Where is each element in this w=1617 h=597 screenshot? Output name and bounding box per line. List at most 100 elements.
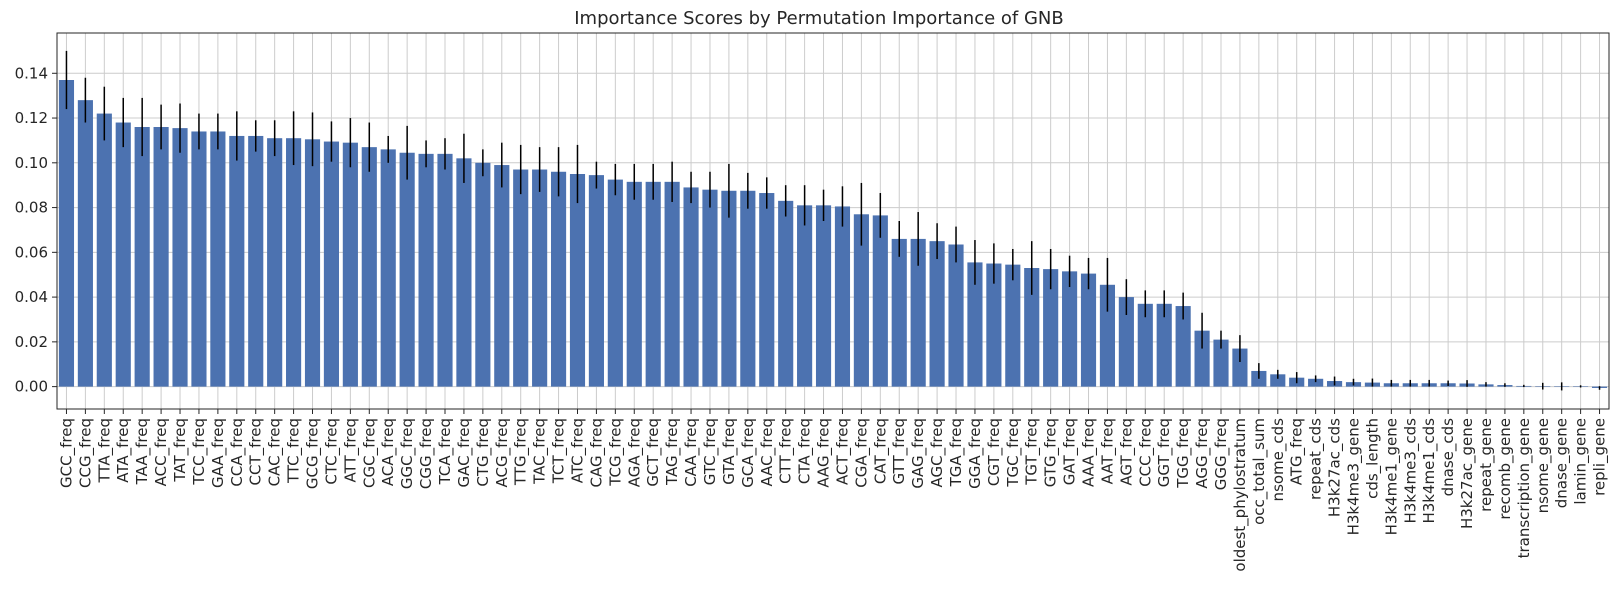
x-tick-label: CGA_freq [852,418,871,488]
x-tick-label: ACC_freq [152,418,171,486]
bar [664,181,680,387]
bar [437,153,453,387]
x-tick-label: repeat_cds [1307,418,1326,500]
x-tick-label: GTG_freq [1042,418,1061,487]
bar [967,262,983,387]
bar [1005,264,1021,387]
bars [58,80,1608,388]
x-tick-label: GTC_freq [701,418,720,485]
x-tick-label: GCT_freq [644,418,663,487]
x-tick-label: CAC_freq [266,418,285,486]
bar [115,122,131,387]
x-tick-label: TAT_freq [171,418,190,483]
bar [494,165,510,387]
x-tick-label: CCC_freq [1136,418,1155,487]
x-tick-label: AAT_freq [1098,418,1117,484]
bar [740,190,756,387]
x-tick-label: TCC_freq [190,418,209,486]
x-tick-label: TCA_freq [436,418,455,485]
bar [172,128,188,387]
x-tick-label: occ_total_sum [1250,418,1269,525]
bar [286,138,302,387]
x-tick-label: CTT_freq [777,418,796,484]
bar [569,174,586,387]
bar [1062,271,1078,387]
x-tick-label: CAA_freq [682,418,701,487]
bar [399,152,415,387]
bar [153,127,169,387]
bar [323,141,340,387]
x-tick-label: CTA_freq [796,418,815,484]
x-tick-label: AGG_freq [1193,418,1212,489]
x-tick-label: GGT_freq [1155,418,1174,487]
plot-frame [56,32,1610,410]
y-tick-label: 0.00 [15,378,48,396]
x-tick-label: TTG_freq [512,418,531,486]
x-tick-label: GCC_freq [58,418,77,488]
x-tick-label: H3k27ac_cds [1326,418,1345,517]
x-tick-label: CTG_freq [474,418,493,487]
x-tick-label: AAC_freq [758,418,777,487]
bar [797,205,813,387]
y-axis: 0.00 0.02 0.04 0.06 0.08 0.10 0.12 0.14 [15,64,57,396]
x-tick-label: TTA_freq [95,418,114,484]
bar [778,200,794,387]
x-tick-label: transcription_gene [1515,418,1534,558]
x-tick-label: ATG_freq [1288,418,1307,485]
x-tick-label: cds_length [1363,418,1382,499]
x-tick-label: ACA_freq [379,418,398,486]
bar [475,162,491,387]
x-tick-label: CGT_freq [985,418,1004,486]
x-tick-label: TAA_freq [133,418,152,485]
x-tick-label: repeat_gene [1477,418,1496,512]
bar [210,131,226,387]
x-tick-label: CCT_freq [247,418,266,485]
x-tick-label: TGC_freq [1004,418,1023,488]
bar [1156,303,1172,387]
bar [361,147,377,387]
x-tick-label: TCT_freq [550,418,569,484]
bar [418,153,434,387]
x-tick-label: TAC_freq [531,418,550,485]
bar [1099,284,1116,387]
x-tick-label: GGC_freq [398,418,417,489]
bar [550,171,567,387]
bar [853,214,869,387]
x-tick-label: GAC_freq [455,418,474,487]
bar [513,169,529,387]
bar [1080,273,1097,387]
x-tick-label: AGC_freq [928,418,947,487]
x-axis: GCC_freq CCG_freq TTA_freq ATA_freq TAA_freq… [58,409,1610,572]
bar [191,131,207,387]
x-tick-label: CCA_freq [228,418,247,487]
bar [588,175,604,387]
x-tick-label: GAT_freq [1061,418,1080,485]
bar [872,215,888,387]
bar [1213,339,1229,387]
bar [910,238,926,387]
x-tick-label: GTA_freq [720,418,739,485]
x-tick-label: lamin_gene [1572,418,1591,505]
bar [380,149,396,387]
x-tick-label: recomb_gene [1496,418,1515,520]
x-tick-label: CAT_freq [871,418,890,484]
x-tick-label: ATC_freq [569,418,588,483]
x-tick-label: AAA_freq [1080,418,1099,487]
x-tick-label: CAG_freq [587,418,606,487]
bar [986,263,1002,387]
y-tick-label: 0.10 [15,154,48,172]
x-tick-label: TGT_freq [1023,418,1042,486]
bar [645,181,661,387]
bar [1270,374,1286,387]
bar [58,80,75,387]
x-tick-label: AAG_freq [815,418,834,488]
x-tick-label: TCG_freq [606,418,625,487]
x-tick-label: H3k4me1_cds [1420,418,1439,524]
x-tick-label: H3k27ac_gene [1458,418,1477,529]
x-tick-label: GAA_freq [209,418,228,488]
x-tick-label: GGA_freq [966,418,985,489]
bar [304,139,321,387]
chart-title: Importance Scores by Permutation Importa… [574,8,1064,29]
x-tick-label: nsome_cds [1269,418,1288,502]
